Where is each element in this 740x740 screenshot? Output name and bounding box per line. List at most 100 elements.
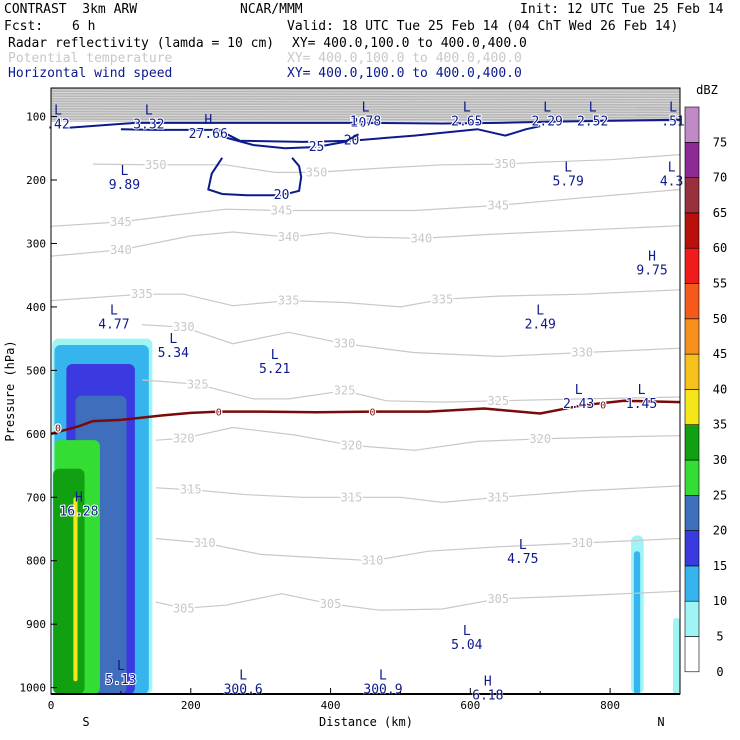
freezing-label-2: 0 — [369, 408, 375, 419]
extremum-value-10: 4.3 — [660, 175, 683, 190]
theta-label-320-0: 320 — [173, 431, 195, 445]
extremum-value-22: 300.6 — [224, 682, 263, 697]
extremum-kind-3: L — [362, 100, 370, 115]
theta-label-325-1: 325 — [334, 384, 356, 398]
upper-shading-line — [50, 109, 681, 112]
x-tick-label-600: 600 — [460, 699, 480, 712]
theta-line-305 — [155, 590, 681, 611]
extremum-kind-15: L — [271, 348, 279, 363]
colorbar-label-20: 20 — [713, 524, 727, 538]
colorbar-label-35: 35 — [713, 418, 727, 432]
field-reflectivity-name: Radar reflectivity (lamda = 10 cm) — [8, 36, 275, 51]
colorbar-swatch-30 — [684, 424, 700, 461]
colorbar-label-70: 70 — [713, 171, 727, 185]
x-axis-title: Distance (km) — [319, 715, 413, 729]
colorbar-label-55: 55 — [713, 277, 727, 291]
field-theta-name: Potential temperature — [8, 51, 173, 66]
extremum-value-18: 16.28 — [59, 505, 98, 520]
colorbar-label-15: 15 — [713, 559, 727, 573]
colorbar-swatch-45 — [684, 318, 700, 355]
theta-label-345-2: 345 — [487, 198, 509, 212]
upper-shading-line — [50, 117, 681, 120]
extremum-kind-2: H — [204, 113, 212, 128]
wind-label-0: 20 — [351, 116, 367, 131]
upper-shading-line — [50, 94, 681, 97]
valid-time: Valid: 18 UTC Tue 25 Feb 14 (04 ChT Wed … — [287, 19, 679, 34]
extremum-value-19: 4.75 — [507, 552, 538, 567]
colorbar-label-10: 10 — [713, 594, 727, 608]
colorbar-label-65: 65 — [713, 206, 727, 220]
wind-line-0 — [64, 118, 681, 129]
init-time: Init: 12 UTC Tue 25 Feb 14 — [520, 2, 724, 17]
extremum-value-13: 2.49 — [525, 317, 556, 332]
extremum-kind-1: L — [145, 104, 153, 119]
theta-line-310 — [155, 537, 681, 562]
extremum-kind-14: L — [169, 332, 177, 347]
field-theta-xy: XY= 400.0,100.0 to 400.0,400.0 — [287, 51, 522, 66]
colorbar-label-60: 60 — [713, 241, 727, 255]
theta-label-325-2: 325 — [487, 394, 509, 408]
reflectivity-layer — [52, 338, 680, 694]
y-axis-title: Pressure (hPa) — [3, 340, 17, 441]
upper-shading-line — [50, 114, 681, 117]
extremum-kind-23: L — [379, 668, 387, 683]
colorbar-swatch-50 — [684, 283, 700, 320]
y-tick-label-900: 900 — [26, 618, 46, 631]
wind-line-1 — [120, 125, 541, 143]
extremum-kind-6: L — [589, 100, 597, 115]
theta-label-345-1: 345 — [271, 203, 293, 217]
upper-shading-line — [50, 91, 681, 94]
theta-label-320-1: 320 — [341, 438, 363, 452]
colorbar-label-45: 45 — [713, 347, 727, 361]
theta-label-305-0: 305 — [173, 601, 195, 615]
colorbar-swatch-65 — [684, 177, 700, 214]
colorbar-swatch-5 — [684, 600, 700, 637]
y-tick-label-200: 200 — [26, 174, 46, 187]
colorbar-label-25: 25 — [713, 488, 727, 502]
x-tick-label-200: 200 — [181, 699, 201, 712]
extremum-kind-18: H — [75, 491, 83, 506]
y-tick-label-400: 400 — [26, 301, 46, 314]
theta-label-330-1: 330 — [334, 337, 356, 351]
organization: NCAR/MMM — [240, 2, 303, 17]
x-tick-label-400: 400 — [321, 699, 341, 712]
y-tick-label-300: 300 — [26, 237, 46, 250]
extremum-kind-10: L — [668, 161, 676, 176]
extremum-kind-19: L — [519, 538, 527, 553]
extremum-value-12: 4.77 — [98, 317, 129, 332]
theta-label-345-0: 345 — [110, 215, 132, 229]
upper-shading-line — [50, 102, 681, 105]
theta-line-335 — [50, 289, 681, 308]
colorbar-swatch-40 — [684, 353, 700, 390]
y-tick-label-600: 600 — [26, 428, 46, 441]
extremum-kind-9: L — [564, 161, 572, 176]
wind-label-3: 25 — [309, 140, 325, 155]
upper-shading-line — [50, 104, 681, 107]
theta-label-335-0: 335 — [131, 287, 153, 301]
theta-label-350-1: 350 — [306, 165, 328, 179]
reflectivity-cell-9 — [673, 617, 680, 694]
colorbar-label-50: 50 — [713, 312, 727, 326]
extremum-value-5: 2.29 — [532, 114, 563, 129]
extremum-value-2: 27.66 — [189, 127, 228, 142]
theta-contours: 350 350 350 345 345 345 340 340 340 335 335 335 330 3… — [50, 154, 681, 617]
colorbar-swatch-15 — [684, 530, 700, 567]
extremum-kind-16: L — [575, 383, 583, 398]
colorbar-swatch-60 — [684, 212, 700, 249]
extremum-value-4: 2.65 — [451, 114, 482, 129]
colorbar-swatch-35 — [684, 389, 700, 425]
theta-label-320-2: 320 — [529, 432, 551, 446]
extremum-value-3: 1.78 — [350, 114, 381, 129]
theta-label-335-2: 335 — [432, 292, 454, 306]
extremum-kind-7: L — [669, 100, 677, 115]
colorbar-swatch-75 — [684, 106, 700, 143]
theta-label-310-2: 310 — [571, 536, 593, 550]
theta-label-340-1: 340 — [278, 230, 300, 244]
extremum-value-0: .42 — [46, 118, 69, 133]
extremum-value-20: 5.04 — [451, 638, 482, 653]
theta-label-325-0: 325 — [187, 377, 209, 391]
theta-line-315 — [155, 485, 681, 504]
